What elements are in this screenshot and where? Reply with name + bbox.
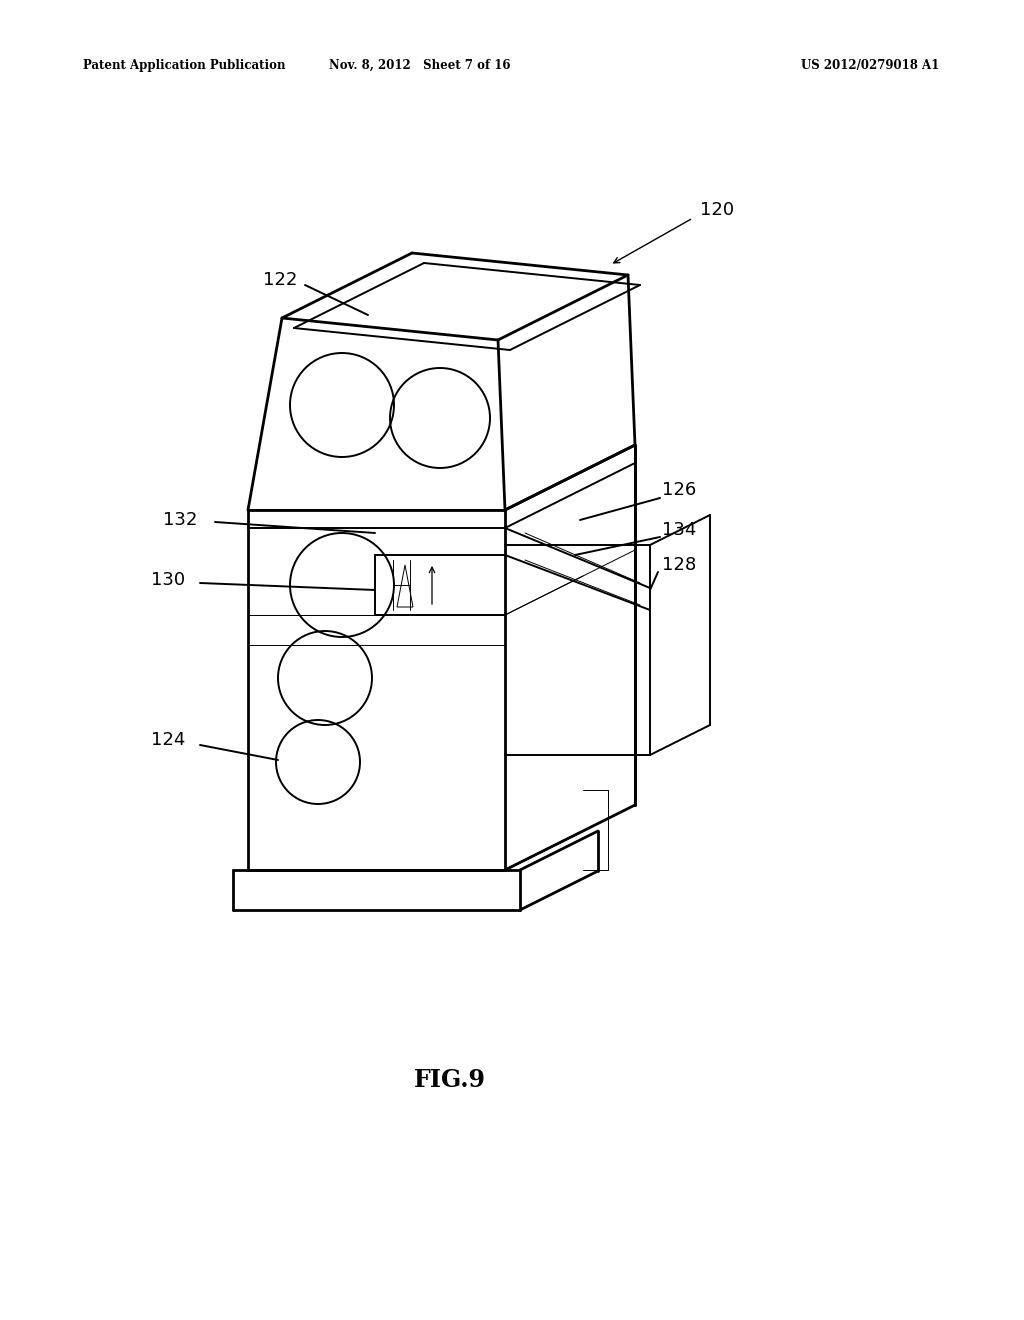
Text: 130: 130: [151, 572, 185, 589]
Text: Patent Application Publication: Patent Application Publication: [83, 58, 286, 71]
Text: 126: 126: [662, 480, 696, 499]
Text: 132: 132: [163, 511, 198, 529]
Text: 134: 134: [662, 521, 696, 539]
Text: Nov. 8, 2012   Sheet 7 of 16: Nov. 8, 2012 Sheet 7 of 16: [330, 58, 511, 71]
Text: 120: 120: [700, 201, 734, 219]
Text: 122: 122: [263, 271, 297, 289]
Text: US 2012/0279018 A1: US 2012/0279018 A1: [801, 58, 939, 71]
Text: FIG.9: FIG.9: [414, 1068, 486, 1092]
Text: 128: 128: [662, 556, 696, 574]
Text: 124: 124: [151, 731, 185, 748]
